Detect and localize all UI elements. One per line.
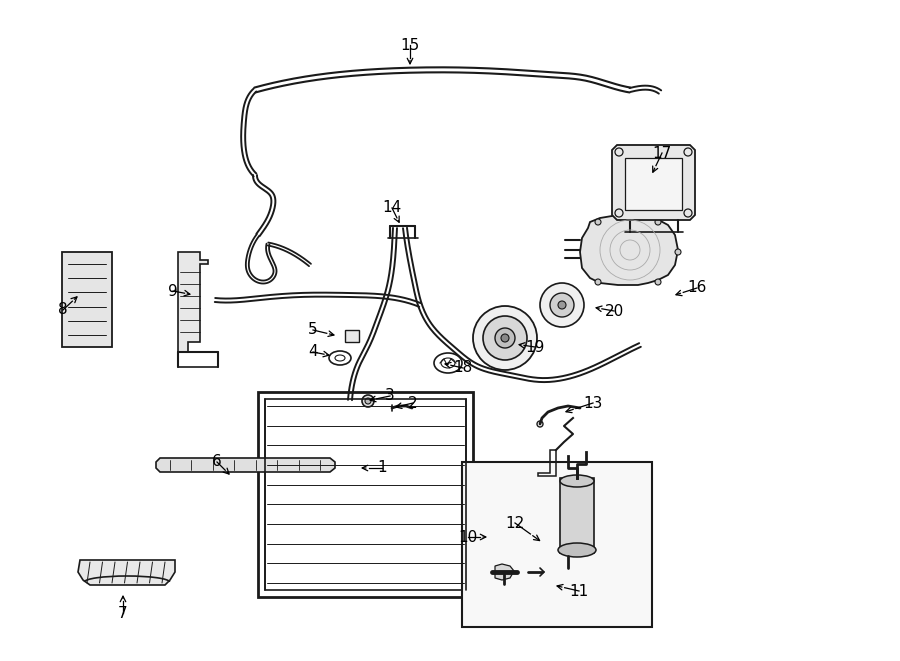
- Polygon shape: [625, 158, 682, 210]
- Polygon shape: [495, 564, 514, 580]
- Bar: [345, 330, 359, 342]
- Circle shape: [550, 293, 574, 317]
- Text: 18: 18: [454, 360, 473, 375]
- Text: 15: 15: [400, 38, 419, 52]
- Circle shape: [365, 398, 371, 404]
- Text: 19: 19: [526, 340, 544, 354]
- Circle shape: [495, 328, 515, 348]
- Polygon shape: [580, 215, 678, 285]
- Text: 5: 5: [308, 323, 318, 338]
- Text: 20: 20: [605, 303, 624, 319]
- Text: 12: 12: [506, 516, 525, 531]
- Text: 4: 4: [308, 344, 318, 360]
- Circle shape: [595, 219, 601, 225]
- Text: 11: 11: [570, 584, 589, 598]
- Polygon shape: [156, 458, 335, 472]
- Text: 13: 13: [583, 395, 603, 410]
- Polygon shape: [560, 478, 594, 553]
- Text: 10: 10: [458, 529, 478, 545]
- Polygon shape: [178, 252, 208, 352]
- Circle shape: [595, 279, 601, 285]
- Text: 14: 14: [382, 200, 401, 215]
- Text: 9: 9: [168, 284, 178, 299]
- Text: 7: 7: [118, 605, 128, 621]
- Text: 8: 8: [58, 303, 68, 317]
- Ellipse shape: [558, 543, 596, 557]
- Circle shape: [655, 279, 661, 285]
- Polygon shape: [462, 462, 652, 627]
- Text: 3: 3: [385, 389, 395, 403]
- Circle shape: [540, 283, 584, 327]
- Circle shape: [655, 219, 661, 225]
- Circle shape: [558, 301, 566, 309]
- Text: 16: 16: [688, 280, 706, 295]
- Circle shape: [675, 249, 681, 255]
- Polygon shape: [78, 560, 175, 585]
- Circle shape: [362, 395, 374, 407]
- Text: 1: 1: [377, 461, 387, 475]
- Text: 17: 17: [652, 145, 671, 161]
- Circle shape: [473, 306, 537, 370]
- Text: 2: 2: [409, 395, 418, 410]
- Polygon shape: [62, 252, 112, 347]
- Circle shape: [501, 334, 509, 342]
- Ellipse shape: [560, 475, 594, 487]
- Circle shape: [483, 316, 527, 360]
- Text: 6: 6: [212, 455, 222, 469]
- Polygon shape: [612, 145, 695, 220]
